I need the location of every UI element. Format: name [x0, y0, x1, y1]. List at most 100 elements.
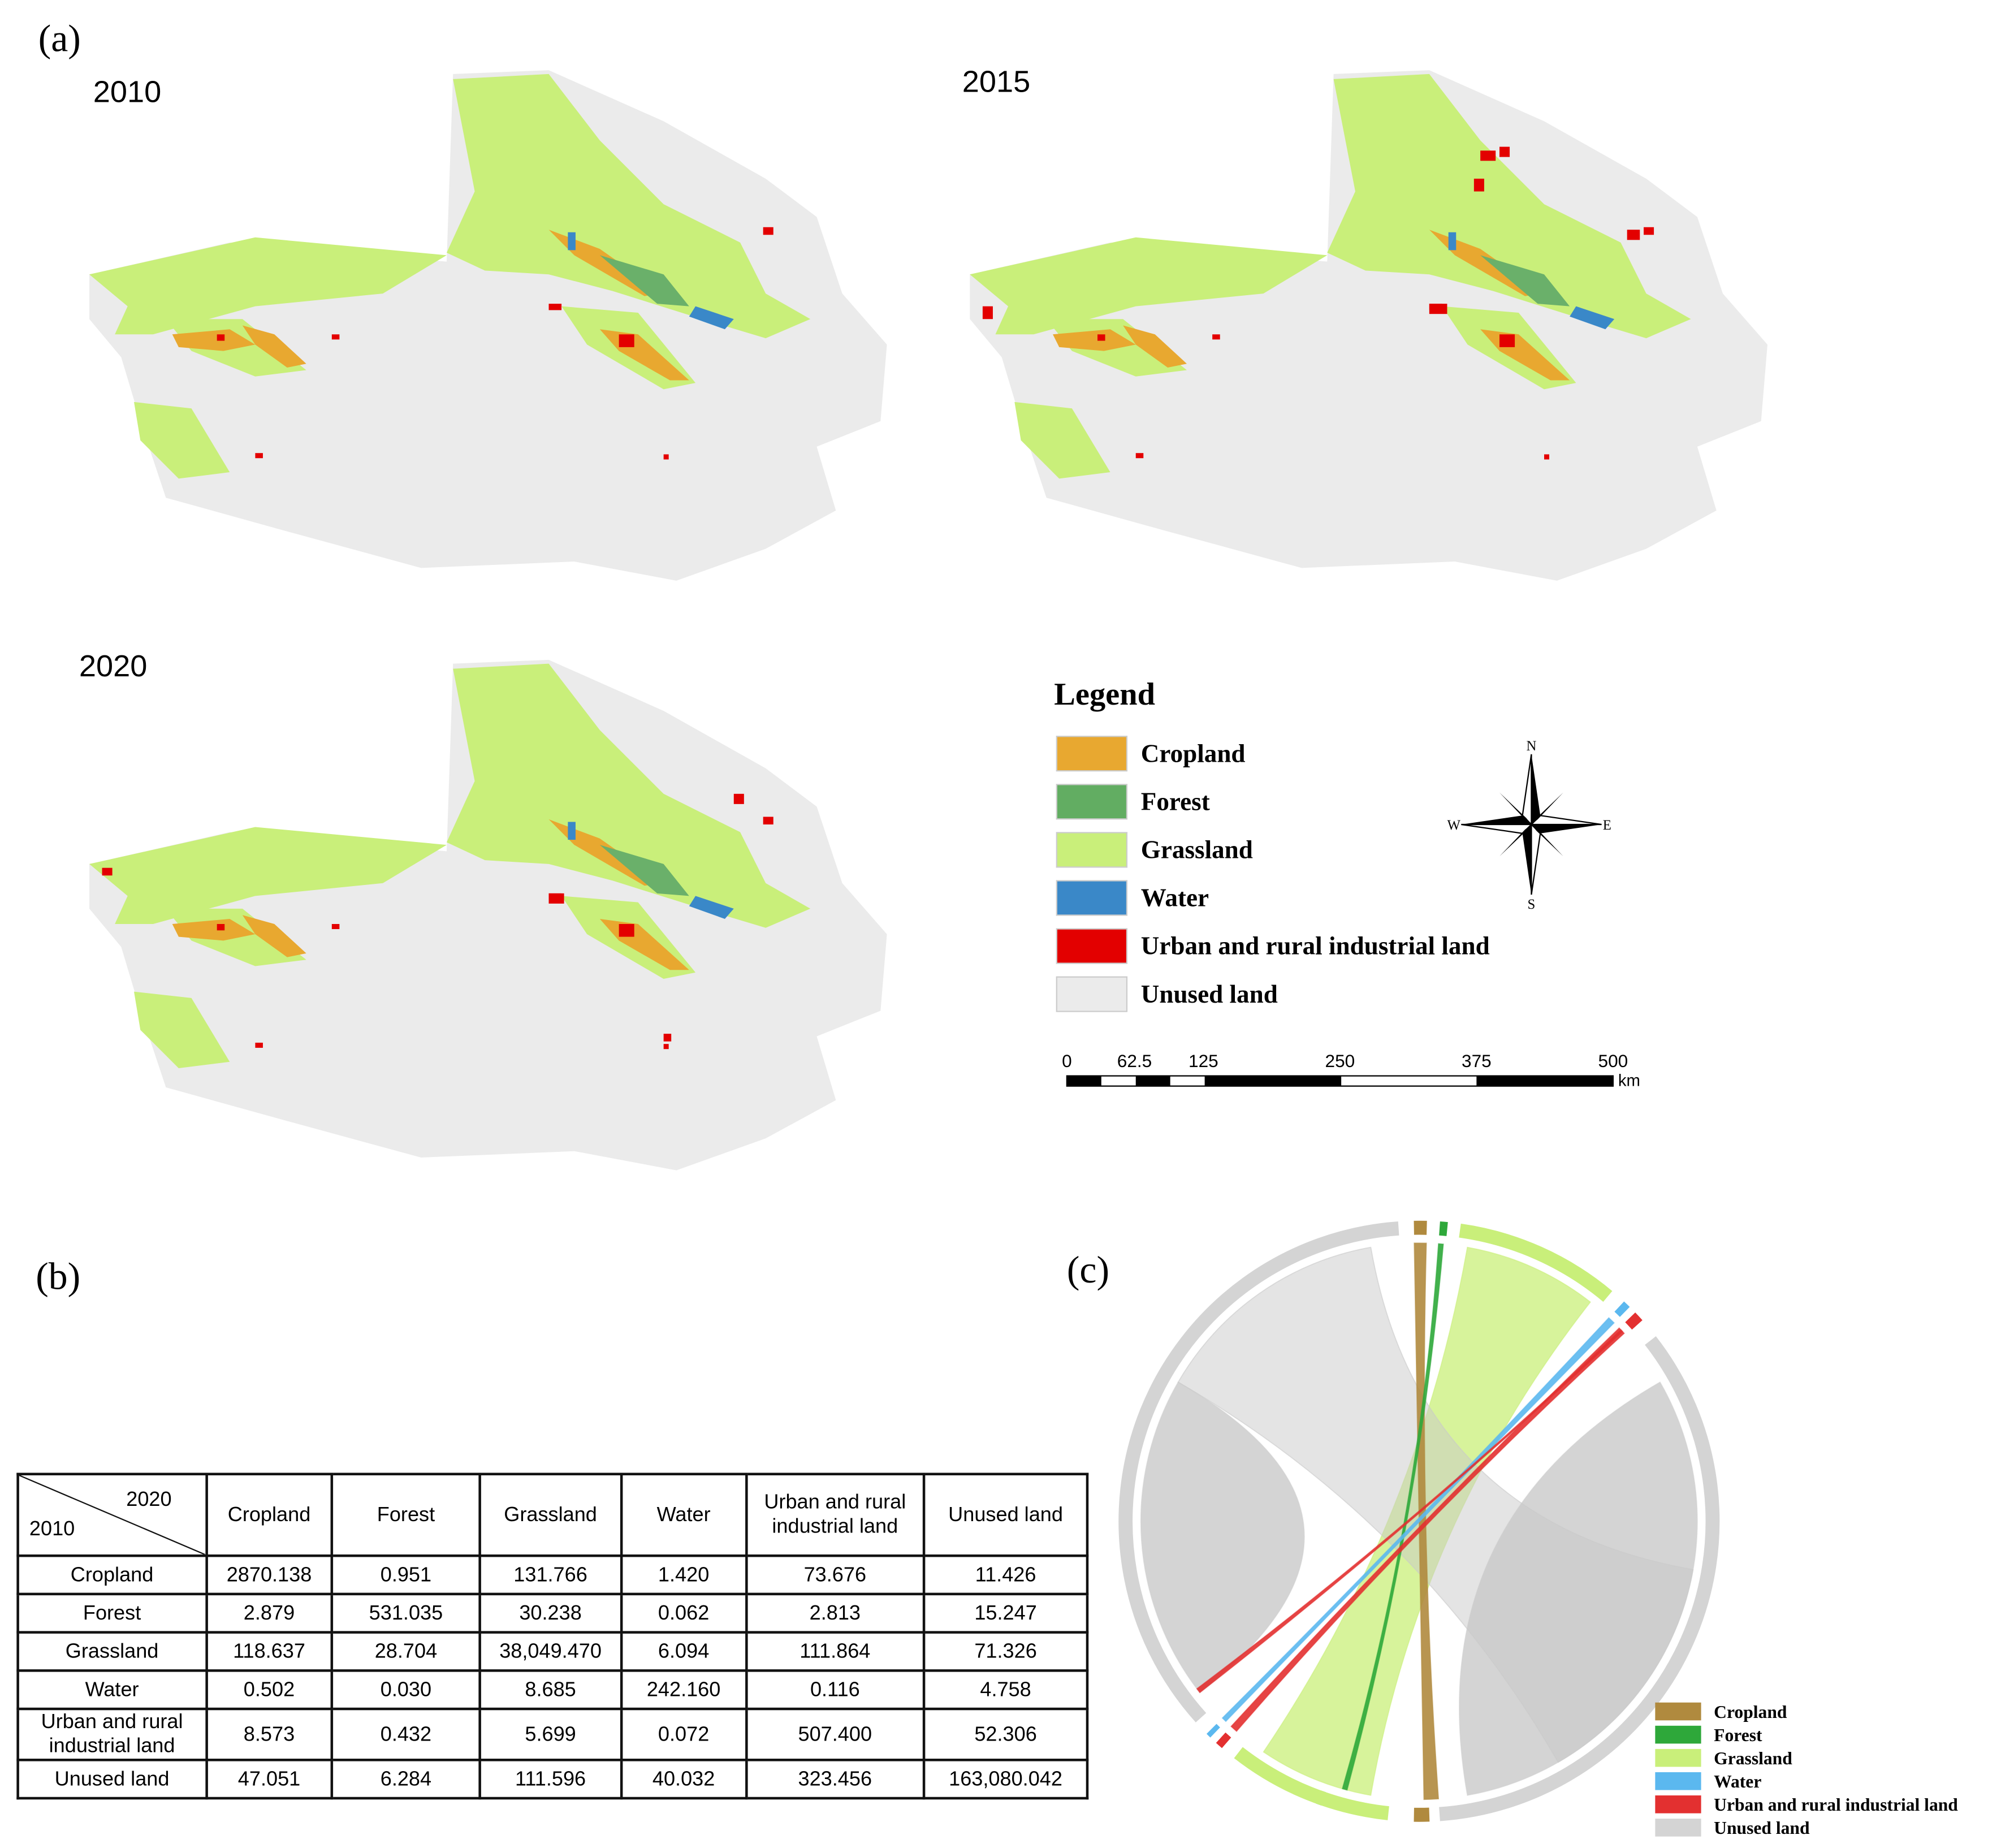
table-cell: 131.766 — [478, 1554, 623, 1596]
legend-swatch — [1056, 928, 1128, 964]
table-cell: 30.238 — [478, 1592, 623, 1634]
table-cell: 0.116 — [745, 1669, 926, 1711]
table-cell: 0.951 — [331, 1554, 481, 1596]
panel-label: (c) — [1067, 1249, 1109, 1291]
chord-legend-label: Forest — [1714, 1725, 1762, 1745]
map-year: 2020 — [79, 649, 147, 683]
scale-label: 500 — [1598, 1051, 1628, 1071]
row-header: Unused land — [16, 1759, 208, 1800]
table-cell: 28.704 — [331, 1631, 481, 1672]
column-header: Grassland — [478, 1473, 623, 1557]
corner-row-year: 2010 — [29, 1518, 75, 1541]
table-cell: 0.432 — [331, 1707, 481, 1761]
scale-label: 125 — [1189, 1051, 1218, 1071]
header-row: 2020 2010 Cropland Forest Grassland Water Urba… — [16, 1473, 1089, 1557]
corner-diagonal — [19, 1475, 205, 1555]
table-cell: 0.030 — [331, 1669, 481, 1711]
row-header: Urban and rural industrial land — [16, 1707, 208, 1761]
chord-legend-swatch — [1655, 1725, 1701, 1744]
table-cell: 11.426 — [922, 1554, 1089, 1596]
chord-arc — [1439, 1221, 1448, 1236]
row-header: Cropland — [16, 1554, 208, 1596]
legend-swatch — [1056, 736, 1128, 772]
legend-swatch — [1056, 832, 1128, 868]
chord-arc — [1625, 1312, 1643, 1330]
table-cell: 52.306 — [922, 1707, 1089, 1761]
table-cell: 531.035 — [331, 1592, 481, 1634]
scale-label: 62.5 — [1117, 1051, 1152, 1071]
panel-label: (b) — [36, 1255, 80, 1297]
scale-bar — [1066, 1075, 1614, 1087]
chord-arc — [1439, 1336, 1720, 1821]
chord-legend-swatch — [1655, 1772, 1701, 1790]
table-row: Water 0.502 0.030 8.685 242.160 0.116 4.758 — [16, 1669, 1089, 1711]
table-row: Unused land 47.051 6.284 111.596 40.032 323.4… — [16, 1759, 1089, 1800]
scale-labels: 0 62.5 125 250 375 500 — [1062, 1051, 1628, 1071]
chord-legend-label: Grassland — [1714, 1748, 1792, 1768]
table-cell: 111.864 — [745, 1631, 926, 1672]
table-cell: 6.284 — [331, 1759, 481, 1800]
chord-legend-swatch — [1655, 1702, 1701, 1721]
urban-2015 — [982, 146, 1640, 319]
table-cell: 1.420 — [620, 1554, 747, 1596]
scale-label: 250 — [1325, 1051, 1355, 1071]
table-cell: 47.051 — [205, 1759, 334, 1800]
table-cell: 71.326 — [922, 1631, 1089, 1672]
chord-ribbon — [1221, 1317, 1615, 1722]
column-header: Unused land — [922, 1473, 1089, 1557]
map-2010 — [89, 70, 887, 581]
table-cell: 323.456 — [745, 1759, 926, 1800]
column-header: Cropland — [205, 1473, 334, 1557]
column-header: Forest — [331, 1473, 481, 1557]
table-cell: 0.502 — [205, 1669, 334, 1711]
chord-legend-label: Urban and rural industrial land — [1714, 1795, 1958, 1815]
row-header: Forest — [16, 1592, 208, 1634]
legend-label: Forest — [1141, 787, 1210, 815]
compass: N S E W — [1447, 739, 1611, 912]
column-header: Water — [620, 1473, 747, 1557]
chord-legend-swatch — [1655, 1748, 1701, 1767]
chord-ribbon — [1230, 1327, 1625, 1732]
table-row: Cropland 2870.138 0.951 131.766 1.420 73.676 1… — [16, 1554, 1089, 1596]
legend-label: Grassland — [1141, 836, 1253, 864]
table-cell: 0.062 — [620, 1592, 747, 1634]
legend-label: Water — [1141, 884, 1209, 912]
table-cell: 242.160 — [620, 1669, 747, 1711]
chord-arc — [1118, 1221, 1399, 1722]
table-cell: 8.573 — [205, 1707, 334, 1761]
table-row: Grassland 118.637 28.704 38,049.470 6.094 111… — [16, 1631, 1089, 1672]
table-cell: 5.699 — [478, 1707, 623, 1761]
compass-label: S — [1528, 897, 1536, 912]
table-cell: 8.685 — [478, 1669, 623, 1711]
table-cell: 507.400 — [745, 1707, 926, 1761]
table-cell: 163,080.042 — [922, 1759, 1089, 1800]
table-cell: 38,049.470 — [478, 1631, 623, 1672]
map-year: 2010 — [93, 75, 161, 109]
map-year: 2015 — [962, 64, 1030, 98]
table-cell: 4.758 — [922, 1669, 1089, 1711]
row-header: Grassland — [16, 1631, 208, 1672]
legend-swatch — [1056, 880, 1128, 916]
chord-ribbon — [1414, 1242, 1440, 1800]
table-row: Urban and rural industrial land 8.573 0.43… — [16, 1707, 1089, 1761]
panel-label: (a) — [38, 17, 81, 59]
chord-legend-label: Cropland — [1714, 1702, 1787, 1722]
table-cell: 2870.138 — [205, 1554, 334, 1596]
chord-arc — [1614, 1301, 1630, 1317]
chord-legend-label: Unused land — [1714, 1818, 1810, 1838]
urban-2020 — [102, 793, 744, 1042]
chord-ribbon — [1196, 1329, 1623, 1694]
map-2015 — [970, 70, 1767, 581]
scale-label: 375 — [1462, 1051, 1492, 1071]
table-cell: 40.032 — [620, 1759, 747, 1800]
legend-label: Cropland — [1141, 739, 1246, 767]
scale-label: 0 — [1062, 1051, 1072, 1071]
chord-diagram — [1118, 1220, 1720, 1822]
legend-label: Unused land — [1141, 980, 1278, 1008]
legend: Cropland Forest Grassland Water Urban and ru… — [1056, 736, 1490, 1012]
chord-legend-label: Water — [1714, 1772, 1761, 1791]
map-2020 — [89, 660, 887, 1171]
